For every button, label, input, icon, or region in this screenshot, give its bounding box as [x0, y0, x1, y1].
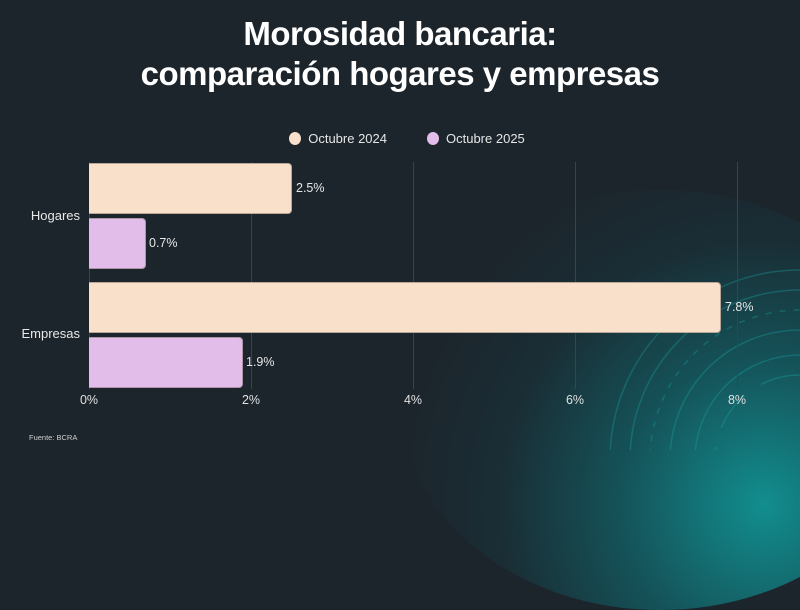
category-label-hogares: Hogares: [30, 208, 80, 223]
value-label: 1.9%: [246, 355, 275, 369]
title-line-2: comparación hogares y empresas: [140, 55, 660, 92]
gridline-6: [575, 162, 576, 389]
value-label: 0.7%: [149, 236, 178, 250]
legend-dot-icon: [289, 132, 302, 145]
source-note: Fuente: BCRA: [29, 433, 78, 442]
bar-empresas-2025[interactable]: [89, 337, 243, 388]
category-label-empresas: Empresas: [21, 326, 80, 341]
chart-title: Morosidad bancaria: comparación hogares …: [0, 14, 800, 94]
x-tick: 2%: [241, 393, 261, 407]
legend-dot-icon: [427, 132, 439, 145]
x-tick: 4%: [403, 393, 423, 407]
gridline-4: [413, 162, 414, 389]
bar-hogares-2024[interactable]: [89, 163, 292, 214]
gridline-0: [89, 162, 90, 389]
value-label: 7.8%: [725, 300, 754, 314]
x-tick: 0%: [79, 393, 99, 407]
bar-empresas-2024[interactable]: [89, 282, 721, 333]
legend-item-2025[interactable]: Octubre 2025: [427, 131, 525, 146]
legend-label: Octubre 2024: [308, 131, 387, 146]
gridline-2: [251, 162, 252, 389]
gridline-8: [737, 162, 738, 389]
value-label: 2.5%: [296, 181, 325, 195]
legend-label: Octubre 2025: [446, 131, 525, 146]
x-tick: 6%: [565, 393, 585, 407]
x-tick: 8%: [727, 393, 747, 407]
bar-hogares-2025[interactable]: [89, 218, 146, 269]
title-line-1: Morosidad bancaria:: [243, 15, 557, 52]
legend: Octubre 2024 Octubre 2025: [0, 131, 800, 146]
legend-item-2024[interactable]: Octubre 2024: [289, 131, 387, 146]
